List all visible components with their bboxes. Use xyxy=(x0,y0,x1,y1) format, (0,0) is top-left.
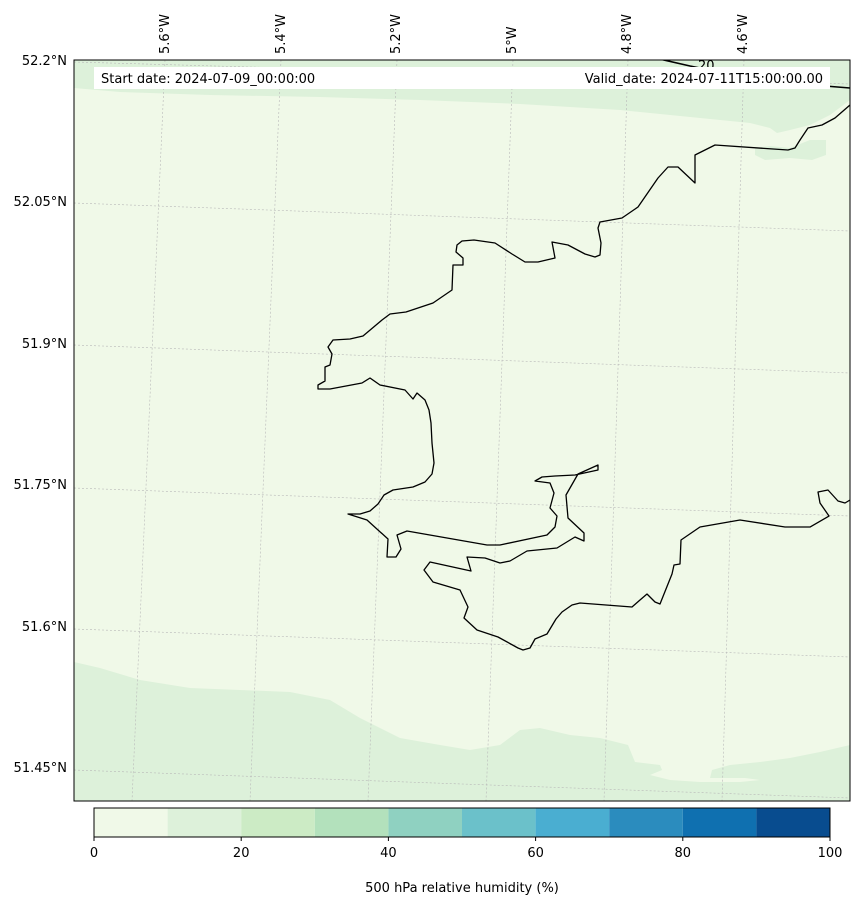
longitude-labels: 5.6°W 5.4°W 5.2°W 5°W 4.8°W 4.6°W xyxy=(158,14,751,54)
start-date-text: Start date: 2024-07-09_00:00:00 xyxy=(101,72,315,87)
colorbar-cell xyxy=(167,808,242,837)
colorbar-cell xyxy=(462,808,536,837)
colorbar-cell xyxy=(535,808,610,837)
humidity-band-0-10 xyxy=(74,60,850,801)
map-frame xyxy=(73,59,851,802)
latitude-label: 51.6°N xyxy=(22,620,67,635)
longitude-label: 4.8°W xyxy=(620,14,635,54)
longitude-label: 5°W xyxy=(505,26,520,54)
longitude-label: 5.4°W xyxy=(274,14,289,54)
latitude-label: 51.9°N xyxy=(22,337,67,352)
longitude-label: 4.6°W xyxy=(736,14,751,54)
colorbar-frame xyxy=(93,807,831,838)
colorbar-cell xyxy=(388,808,462,837)
map-panel: 20 Start date: 2024-07-09_00:00:00 Valid… xyxy=(74,60,850,801)
colorbar-cell xyxy=(756,808,830,837)
colorbar-tick-label: 40 xyxy=(380,846,397,861)
longitude-label: 5.2°W xyxy=(389,14,404,54)
coastline xyxy=(317,104,850,651)
valid-date-text: Valid_date: 2024-07-11T15:00:00.00 xyxy=(585,72,823,87)
colorbar-cell xyxy=(314,808,389,837)
info-box xyxy=(94,67,830,89)
colorbar-tick-label: 80 xyxy=(675,846,692,861)
latitude-label: 52.05°N xyxy=(14,195,67,210)
colorbar-cell xyxy=(609,808,683,837)
longitude-label: 5.6°W xyxy=(158,14,173,54)
colorbar-tick-label: 0 xyxy=(90,846,98,861)
colorbar-label: 500 hPa relative humidity (%) xyxy=(365,881,559,896)
colorbar-cell xyxy=(241,808,315,837)
latitude-labels: 52.2°N 52.05°N 51.9°N 51.75°N 51.6°N 51.… xyxy=(14,54,67,776)
humidity-band-10-20-south xyxy=(74,662,850,801)
colorbar: 0 20 40 60 80 100 500 hPa relative humidity (… xyxy=(90,807,843,896)
colorbar-cell xyxy=(682,808,757,837)
colorbar-tick-label: 60 xyxy=(527,846,544,861)
colorbar-tick-label: 20 xyxy=(233,846,250,861)
colorbar-tick-label: 100 xyxy=(818,846,843,861)
latitude-label: 51.45°N xyxy=(14,761,67,776)
latitude-label: 51.75°N xyxy=(14,478,67,493)
latitude-label: 52.2°N xyxy=(22,54,67,69)
colorbar-cell xyxy=(94,808,168,837)
